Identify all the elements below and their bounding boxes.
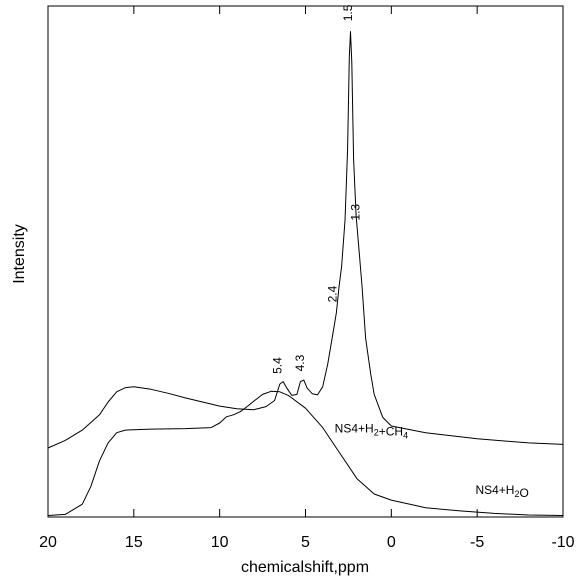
plot-frame [47,5,564,518]
peak-label: 2.4 [325,285,339,302]
x-tick-label: 15 [125,534,143,551]
x-tick-label: -5 [470,534,484,551]
series-line-0 [47,31,564,449]
x-tick-label: 5 [301,534,310,551]
x-tick-label: -10 [551,534,574,551]
peak-label: 1.5 [341,4,355,21]
series-line-1 [47,390,564,516]
series-layer [47,31,564,516]
x-axis-ticks: 20 15 10 5 0 -5 -10 [39,6,575,551]
x-tick-label: 10 [211,534,229,551]
peak-label: 5.4 [271,357,285,374]
y-axis-title: Intensity [11,224,28,284]
x-axis-title: chemicalshift,ppm [241,559,369,576]
series-label-1: NS4+H2O [475,483,528,500]
series-labels: NS4+H2+CH4 NS4+H2O [335,422,529,500]
peak-label: 1.3 [349,204,363,221]
x-tick-label: 0 [387,534,396,551]
peak-label: 4.3 [293,354,307,371]
x-tick-label: 20 [39,534,57,551]
series-label-0: NS4+H2+CH4 [335,422,408,441]
peak-annotations: 1.5 1.3 2.4 5.4 4.3 [271,4,363,374]
